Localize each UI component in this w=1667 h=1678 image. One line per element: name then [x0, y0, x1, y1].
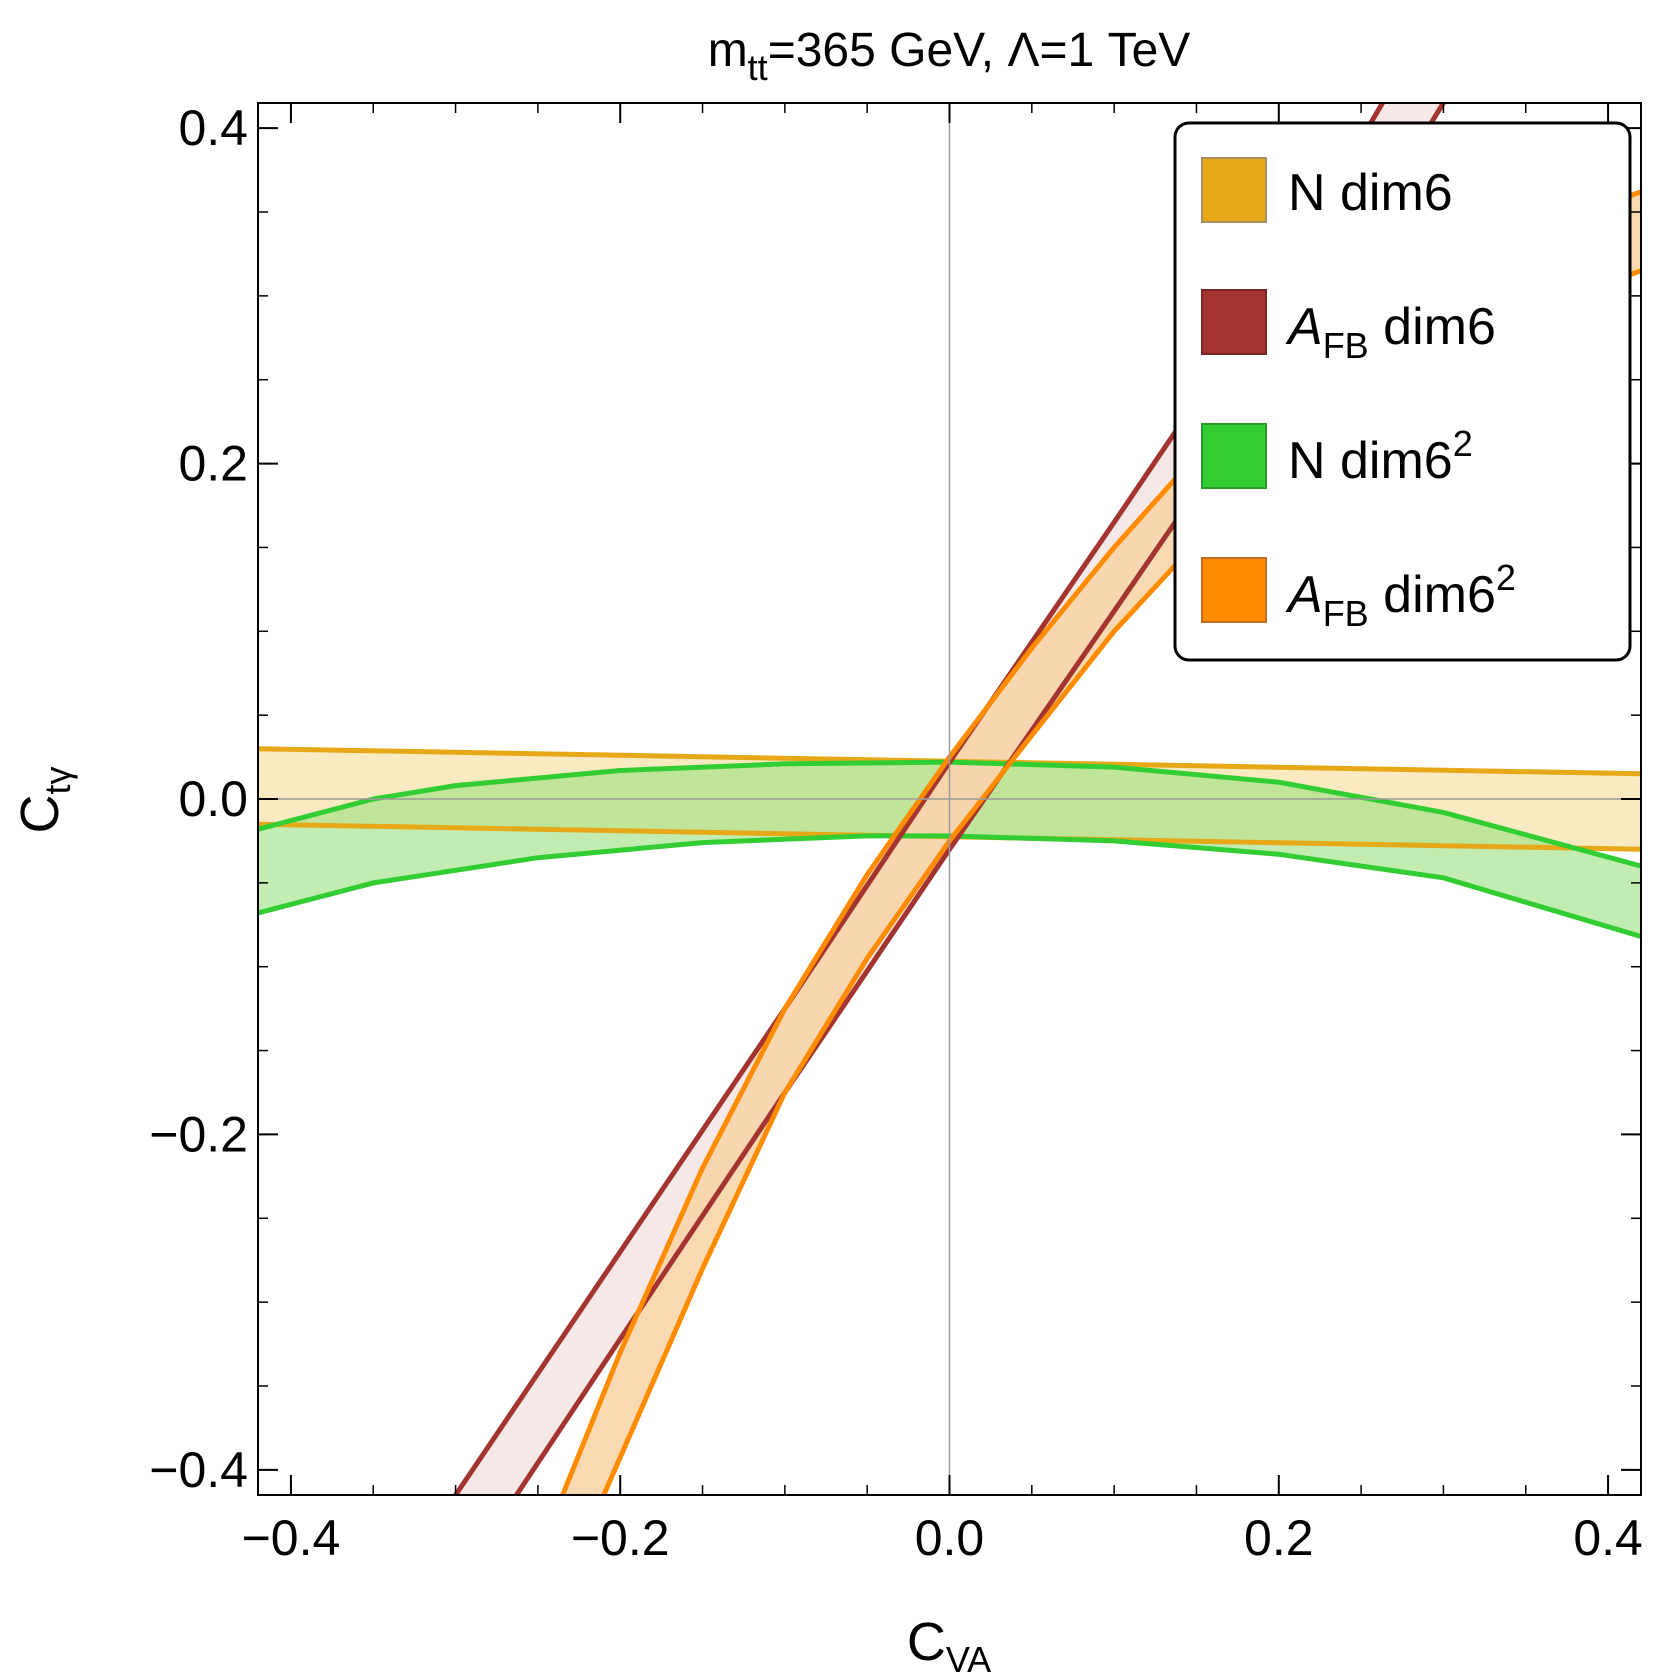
x-tick-label: −0.4	[242, 1510, 341, 1566]
title-after-m: =365 GeV,	[768, 24, 1008, 77]
legend-n-dim6sq-superscript: 2	[1453, 423, 1473, 464]
title-after-lambda: =1 TeV	[1040, 24, 1191, 77]
chart-title: mtt=365 GeV, Λ=1 TeV	[708, 24, 1191, 88]
x-tick-label: −0.2	[571, 1510, 670, 1566]
y-axis-label: Ctγ	[10, 766, 78, 833]
y-tick-label: −0.2	[149, 1106, 248, 1162]
x-axis-label-sub: VA	[946, 1639, 991, 1678]
title-lambda: Λ	[1007, 24, 1039, 77]
x-tick-label: 0.2	[1244, 1510, 1314, 1566]
legend-afb-dim6-subscript: FB	[1323, 325, 1369, 366]
legend-afb-dim6sq-rest: dim6	[1369, 566, 1496, 624]
x-tick-label: 0.4	[1573, 1510, 1643, 1566]
legend-box	[1173, 121, 1632, 662]
y-tick-label: −0.4	[149, 1442, 248, 1498]
title-m: m	[708, 24, 748, 77]
legend-label-afb-dim6: AFB dim6	[1285, 298, 1496, 366]
legend: N dim6 AFB dim6 N dim62 AFB dim62	[1173, 121, 1632, 662]
band-edge-n-dim6sq-upper	[258, 759, 1641, 869]
x-axis-label: CVA	[907, 1612, 991, 1678]
legend-label-afb-dim6sq: AFB dim62	[1285, 557, 1516, 634]
legend-afb-dim6sq-subscript: FB	[1323, 593, 1369, 634]
x-tick-label: 0.0	[915, 1510, 985, 1566]
legend-swatch-afb-dim6sq	[1201, 557, 1267, 623]
band-fill-n-dim6sq	[258, 762, 1641, 937]
y-tick-label: 0.4	[178, 100, 248, 156]
legend-n-dim6sq-text: N dim6	[1288, 432, 1453, 490]
legend-swatch-n-dim6	[1201, 157, 1267, 223]
y-tick-label: 0.0	[178, 771, 248, 827]
title-m-subscript: tt	[748, 47, 768, 88]
legend-afb-dim6-rest: dim6	[1369, 298, 1496, 356]
band-edge-n-dim6sq-lower	[258, 833, 1641, 939]
legend-afb-dim6sq-superscript: 2	[1496, 557, 1516, 598]
legend-swatch-afb-dim6	[1201, 289, 1267, 355]
legend-afb-dim6-symbol: A	[1285, 298, 1323, 356]
legend-label-n-dim6sq: N dim62	[1288, 423, 1473, 490]
y-axis-label-main: C	[10, 795, 70, 834]
y-tick-label: 0.2	[178, 436, 248, 492]
legend-swatch-n-dim6sq	[1201, 423, 1267, 489]
legend-afb-dim6sq-symbol: A	[1285, 566, 1323, 624]
y-axis-label-sub: tγ	[37, 766, 78, 794]
legend-label-n-dim6: N dim6	[1288, 164, 1453, 222]
x-axis-label-main: C	[907, 1612, 946, 1672]
